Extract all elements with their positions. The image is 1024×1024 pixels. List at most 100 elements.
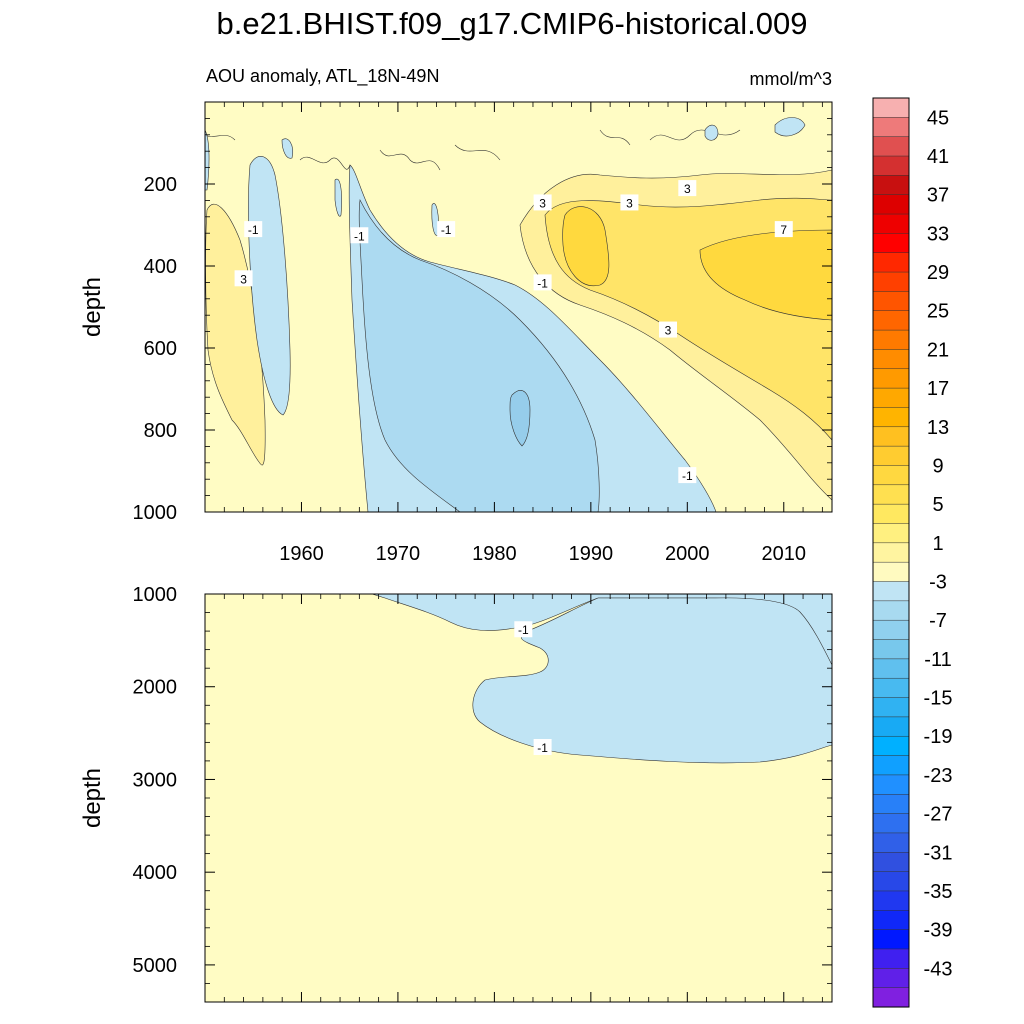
upper-ytick-label: 800 (144, 420, 177, 442)
lower-ytick-label: 1000 (133, 584, 178, 606)
colorbar-swatch (872, 600, 910, 621)
contour-label-bg (234, 270, 253, 287)
colorbar-swatch (872, 484, 910, 505)
colorbar-swatch (872, 426, 910, 447)
colorbar-swatch (872, 716, 910, 737)
colorbar-swatch (872, 677, 910, 699)
upper-contour-pos-7 (562, 206, 610, 287)
colorbar-swatch (872, 97, 910, 118)
upper-axis-ticks: 200 400 600 800 1000 1960 1970 1980 1990 2000 2010 (133, 102, 832, 565)
colorbar-swatch (872, 774, 910, 795)
colorbar-swatch (872, 581, 910, 602)
upper-xtick-label: 1970 (376, 543, 421, 565)
colorbar-swatch (872, 175, 910, 196)
upper-contour-label: -1 (437, 221, 456, 238)
lower-ytick-label: 3000 (133, 769, 178, 791)
colorbar-label: -7 (929, 610, 947, 632)
colorbar-swatch (872, 813, 910, 834)
colorbar-swatch (872, 136, 910, 157)
upper-contour-pos-left (205, 203, 266, 466)
upper-island (509, 390, 531, 447)
upper-contour-label: -1 (244, 221, 263, 238)
upper-xtick-label: 1990 (569, 543, 614, 565)
contour-label-bg (774, 221, 793, 238)
contour-label-bg (350, 227, 369, 244)
colorbar-swatch (872, 619, 910, 641)
lower-panel (205, 594, 832, 1002)
colorbar-swatch (872, 291, 910, 312)
upper-ylabel: depth (79, 277, 106, 337)
colorbar-swatch (872, 987, 910, 1008)
upper-contour-neg-left (248, 156, 291, 416)
upper-contour-labels: -1 3 -1 -1 3 -1 3 3 7 3 -1 (234, 180, 793, 484)
contour-label-text: -1 (537, 741, 548, 755)
units-label: mmol/m^3 (750, 69, 832, 89)
colorbar-label: -15 (924, 688, 953, 710)
colorbar-swatch (872, 155, 910, 176)
contour-label-text: -1 (682, 469, 693, 483)
upper-ytick-label: 400 (144, 256, 177, 278)
colorbar-label: -35 (924, 881, 953, 903)
colorbar-swatch (872, 271, 910, 292)
colorbar-swatch (872, 252, 910, 273)
colorbar-label: -11 (924, 649, 951, 671)
contour-label-text: -1 (441, 223, 452, 237)
colorbar-label: -3 (929, 572, 947, 594)
colorbar-swatch (872, 639, 910, 660)
lower-ytick-label: 4000 (133, 862, 178, 884)
colorbar-swatch (872, 832, 910, 853)
contour-label-bg (678, 180, 697, 197)
colorbar-swatch (872, 310, 910, 331)
contour-label-bg (533, 739, 552, 755)
contour-label-text: -1 (518, 623, 529, 637)
colorbar-swatch (872, 349, 910, 370)
colorbar-swatch (872, 407, 910, 428)
contour-label-text: 3 (539, 196, 546, 210)
colorbar-label: 33 (927, 223, 949, 245)
colorbar-swatch (872, 910, 910, 931)
upper-small-blue-4 (334, 178, 342, 217)
colorbar-swatch (872, 387, 910, 408)
colorbar-swatch (872, 523, 910, 544)
lower-contour-label: -1 (533, 739, 552, 755)
upper-ytick-label: 200 (144, 174, 177, 196)
colorbar-swatch (872, 852, 910, 873)
colorbar-swatch (872, 890, 910, 911)
upper-contour-label: 3 (234, 270, 253, 287)
colorbar-swatch (872, 755, 910, 776)
colorbar-swatch (872, 697, 910, 718)
colorbar-swatch (872, 794, 910, 815)
colorbar-swatch (872, 194, 910, 215)
lower-contour-labels: -1 -1 (514, 621, 552, 755)
upper-xtick-label: 2010 (762, 543, 807, 565)
colorbar-swatch (872, 542, 910, 563)
upper-small-blue-6 (281, 138, 293, 159)
upper-xtick-label: 1960 (279, 543, 324, 565)
colorbar-label: 17 (927, 378, 949, 400)
contour-label-bg (533, 194, 552, 211)
colorbar-swatch (872, 503, 910, 525)
upper-small-blue-2 (704, 124, 719, 141)
colorbar-label: 5 (932, 494, 943, 516)
colorbar-swatch (872, 465, 910, 486)
chart-subtitle: AOU anomaly, ATL_18N-49N (206, 66, 439, 87)
colorbar-label: 21 (927, 339, 949, 361)
colorbar-swatch (872, 658, 910, 679)
upper-contour-label: -1 (678, 467, 697, 484)
contour-label-bg (244, 221, 263, 238)
contour-label-text: 3 (684, 182, 691, 196)
colorbar-label: -19 (924, 726, 953, 748)
upper-ytick-label: 600 (144, 338, 177, 360)
colorbar: 45 41 37 33 29 25 21 17 13 9 5 1 -3 -7 -11 -15 -19 -23 -27… (872, 97, 953, 1008)
contour-label-bg (437, 221, 456, 238)
upper-small-blue-1 (774, 117, 806, 137)
upper-wiggles (205, 129, 741, 171)
colorbar-frame (872, 97, 910, 1008)
upper-contour-label: 3 (678, 180, 697, 197)
contour-label-text: 7 (780, 223, 787, 237)
upper-contour-label: -1 (533, 274, 552, 291)
colorbar-label: -27 (924, 804, 953, 826)
contour-label-bg (514, 621, 533, 638)
lower-ytick-label: 5000 (133, 955, 178, 977)
